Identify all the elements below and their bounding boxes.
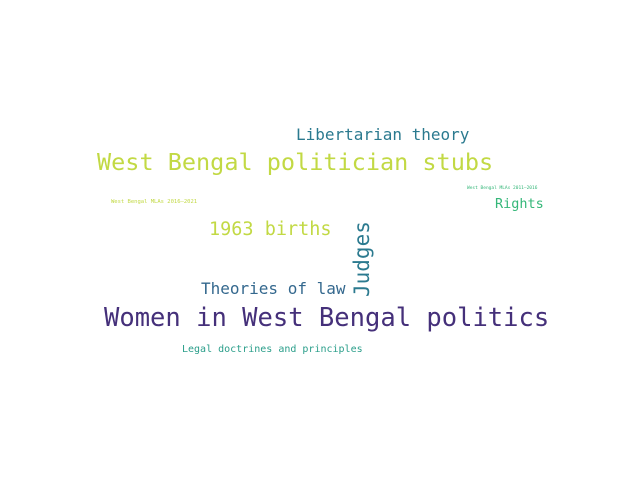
word-west-bengal-mlas-2016-2021: West Bengal MLAs 2016–2021 <box>111 199 198 205</box>
word-judges: Judges <box>350 221 374 297</box>
word-west-bengal-politician-stubs: West Bengal politician stubs <box>97 148 494 176</box>
word-west-bengal-mlas-2011-2016: West Bengal MLAs 2011–2016 <box>467 186 538 191</box>
word-libertarian-theory: Libertarian theory <box>296 125 470 144</box>
word-legal-doctrines-and-principles: Legal doctrines and principles <box>182 344 363 355</box>
word-rights: Rights <box>495 196 544 212</box>
word-theories-of-law: Theories of law <box>201 279 346 298</box>
word-1963-births: 1963 births <box>209 219 332 240</box>
word-women-in-west-bengal-politics: Women in West Bengal politics <box>104 303 550 333</box>
